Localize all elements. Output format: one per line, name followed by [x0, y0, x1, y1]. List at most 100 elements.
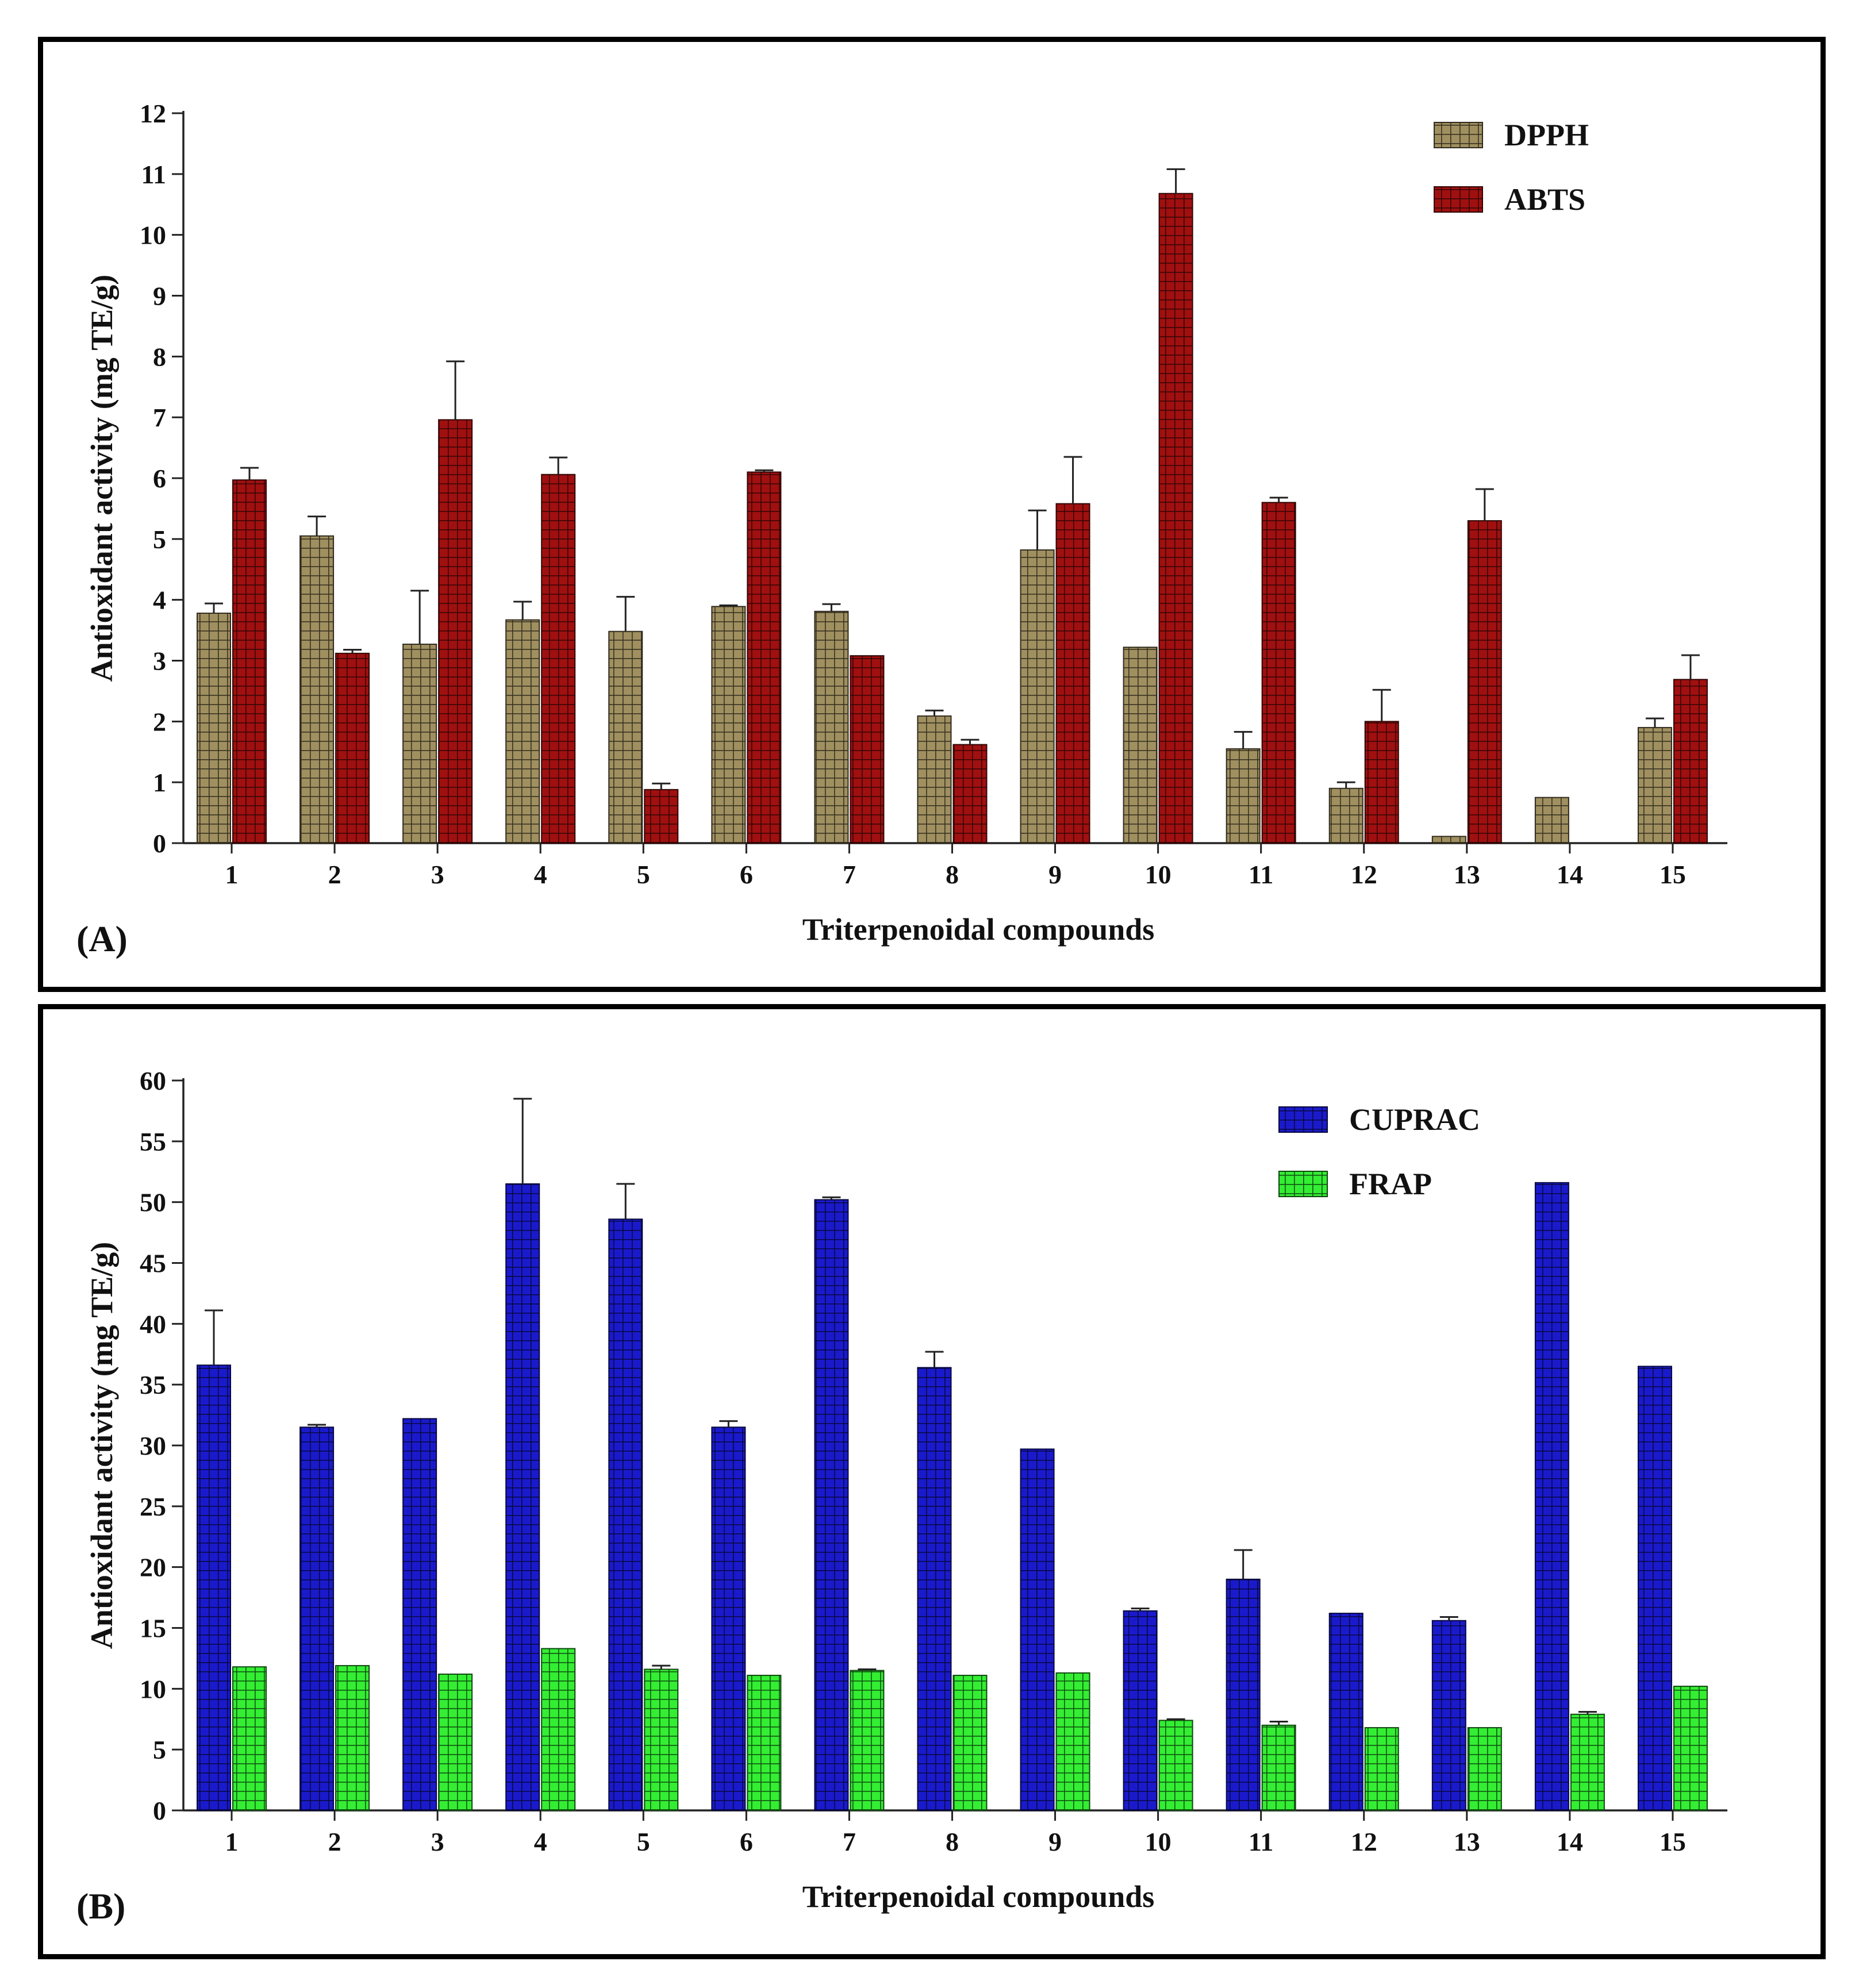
- x-tick-label: 15: [1660, 1827, 1686, 1856]
- bar-abts-13: [1467, 520, 1502, 844]
- y-tick-label: 45: [140, 1249, 166, 1278]
- bar-frap-10: [1158, 1720, 1193, 1812]
- bar-abts-4: [541, 474, 576, 844]
- bar-frap-7: [850, 1670, 885, 1812]
- bar-dpph-5: [608, 630, 643, 844]
- bar-frap-15: [1673, 1686, 1708, 1811]
- x-tick-label: 1: [225, 1827, 239, 1856]
- x-tick-label: 9: [1048, 1827, 1062, 1856]
- x-tick-label: 6: [740, 1827, 753, 1856]
- y-tick-label: 20: [140, 1553, 166, 1582]
- bar-cuprac-6: [711, 1426, 746, 1811]
- bar-dpph-2: [299, 535, 335, 844]
- bar-dpph-11: [1226, 748, 1261, 844]
- panel-a: 0 1 2 3 4 5 6 7 8 9 10 11 12 1 2 3 4 5 6 7 8 9 10 11 12 13 14 15 Ant…: [38, 37, 1826, 992]
- bar-frap-1: [232, 1666, 267, 1811]
- bar-cuprac-11: [1226, 1578, 1261, 1811]
- x-tick-label: 15: [1660, 860, 1686, 889]
- bar-cuprac-8: [917, 1367, 952, 1811]
- x-tick-label: 8: [946, 1827, 959, 1856]
- x-tick-label: 10: [1145, 860, 1172, 889]
- bar-abts-3: [438, 419, 473, 844]
- y-tick-label: 10: [140, 1674, 166, 1704]
- y-tick-label: 5: [153, 525, 166, 554]
- x-tick-label: 13: [1454, 1827, 1480, 1856]
- x-tick-label: 5: [637, 1827, 650, 1856]
- legend: CUPRAC FRAP: [1278, 1102, 1480, 1201]
- bar-cuprac-14: [1534, 1182, 1569, 1811]
- y-tick-label: 0: [153, 829, 166, 858]
- legend-swatch-frap: [1278, 1171, 1328, 1197]
- y-tick-label: 9: [153, 282, 166, 311]
- bar-dpph-6: [711, 606, 746, 844]
- x-tick-label: 7: [843, 860, 856, 889]
- bar-frap-5: [644, 1668, 679, 1812]
- bar-dpph-3: [402, 643, 437, 844]
- y-tick-label: 15: [140, 1614, 166, 1643]
- legend-swatch-abts: [1434, 186, 1483, 213]
- x-tick-label: 5: [637, 860, 650, 889]
- x-tick-label: 10: [1145, 1827, 1172, 1856]
- bar-dpph-10: [1123, 647, 1158, 844]
- x-tick-label: 1: [225, 860, 239, 889]
- bar-abts-8: [952, 744, 988, 844]
- legend-label-cuprac: CUPRAC: [1349, 1102, 1480, 1137]
- y-tick-label: 0: [153, 1796, 166, 1825]
- x-tick-label: 2: [328, 860, 341, 889]
- y-tick-label: 25: [140, 1492, 166, 1521]
- bar-dpph-15: [1637, 726, 1672, 844]
- bar-dpph-7: [814, 610, 849, 844]
- y-tick-label: 35: [140, 1370, 166, 1399]
- y-tick-label: 30: [140, 1431, 166, 1460]
- bar-abts-10: [1158, 193, 1193, 844]
- y-tick-label: 11: [141, 160, 166, 189]
- x-tick-label: 11: [1249, 1827, 1273, 1856]
- panel-label: (B): [76, 1886, 125, 1927]
- bar-abts-11: [1261, 502, 1296, 844]
- y-tick-label: 7: [153, 403, 166, 432]
- bar-frap-6: [747, 1675, 782, 1812]
- x-tick-label: 4: [534, 1827, 547, 1856]
- y-tick-label: 50: [140, 1188, 166, 1217]
- bar-cuprac-4: [505, 1183, 540, 1812]
- bar-frap-11: [1261, 1724, 1296, 1812]
- bar-abts-5: [644, 789, 679, 844]
- bar-cuprac-2: [299, 1426, 335, 1811]
- bar-frap-8: [952, 1675, 988, 1812]
- x-tick-label: 6: [740, 860, 753, 889]
- bar-dpph-14: [1534, 797, 1569, 844]
- panel-b: 0 5 10 15 20 25 30 35 40 45 50 55 60 1 2 3 4 5 6 7 8 9 10 11 12 1…: [38, 1004, 1826, 1959]
- x-tick-label: 4: [534, 860, 547, 889]
- x-tick-label: 12: [1351, 1827, 1377, 1856]
- y-tick-label: 8: [153, 342, 166, 371]
- legend-label-dpph: DPPH: [1504, 118, 1589, 152]
- bar-dpph-9: [1020, 549, 1055, 844]
- x-tick-label: 14: [1557, 860, 1583, 889]
- y-tick-label: 12: [140, 99, 166, 128]
- bar-cuprac-3: [402, 1418, 437, 1811]
- bar-frap-14: [1570, 1713, 1605, 1811]
- bar-dpph-8: [917, 715, 952, 844]
- bar-cuprac-10: [1123, 1610, 1158, 1812]
- x-tick-label: 7: [843, 1827, 856, 1856]
- bar-abts-15: [1673, 679, 1708, 844]
- legend: DPPH ABTS: [1434, 118, 1589, 217]
- bar-dpph-13: [1431, 836, 1466, 844]
- bar-cuprac-15: [1637, 1366, 1672, 1811]
- bar-abts-7: [850, 655, 885, 844]
- bar-cuprac-13: [1431, 1620, 1466, 1812]
- bar-cuprac-5: [608, 1218, 643, 1811]
- x-tick-label: 13: [1454, 860, 1480, 889]
- y-tick-label: 60: [140, 1066, 166, 1095]
- y-tick-label: 55: [140, 1127, 166, 1156]
- y-tick-label: 4: [153, 586, 166, 615]
- bar-frap-9: [1055, 1672, 1090, 1811]
- legend-label-frap: FRAP: [1349, 1167, 1432, 1201]
- y-axis-title: Antioxidant activity (mg TE/g): [84, 1242, 119, 1649]
- bar-dpph-1: [197, 612, 231, 844]
- x-tick-label: 9: [1048, 860, 1062, 889]
